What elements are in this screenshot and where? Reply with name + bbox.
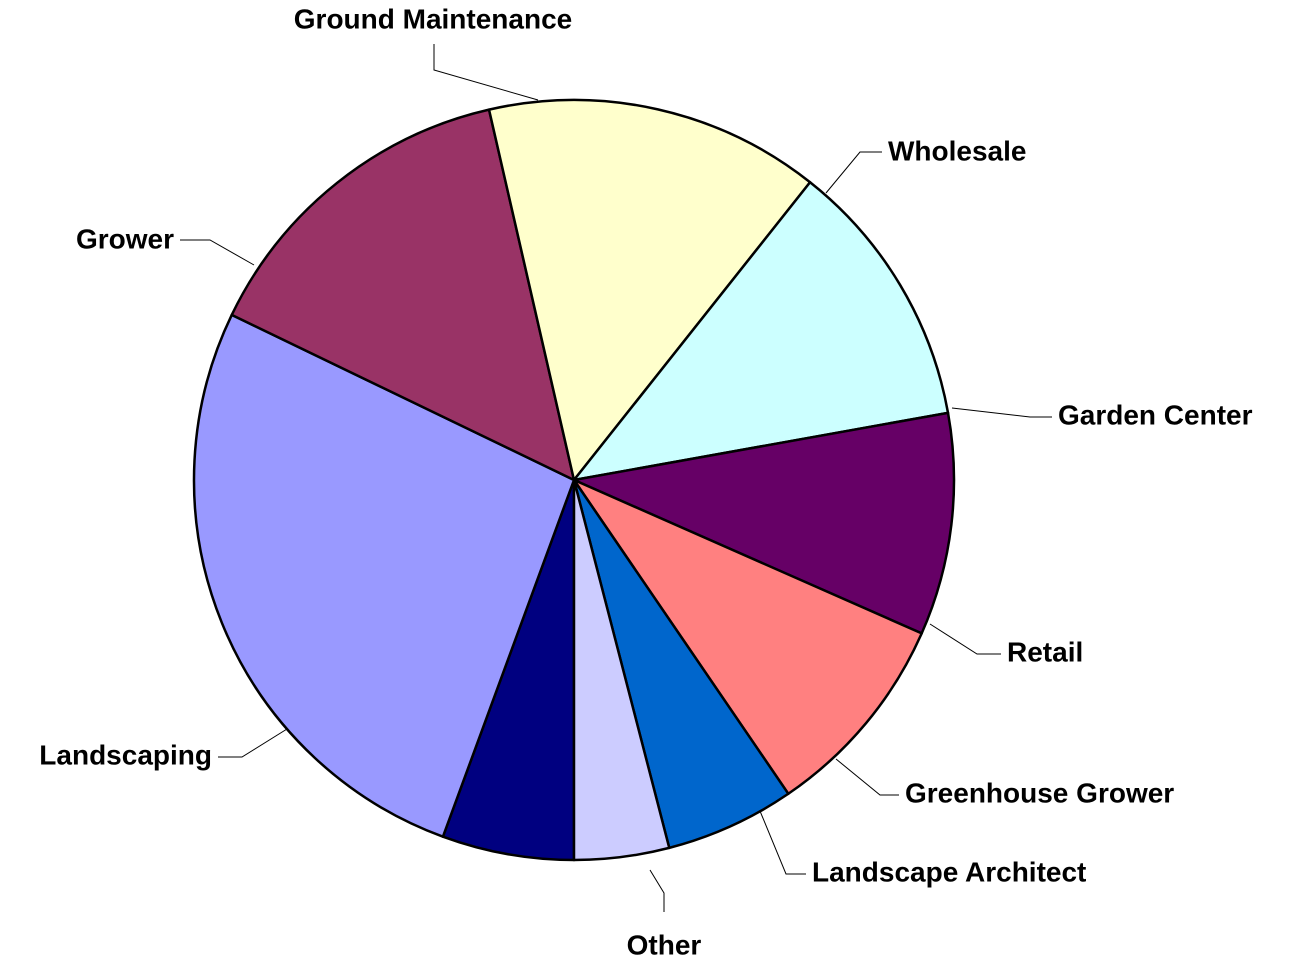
labels-layer: Other Landscaping Grower Ground Maintenance… [39, 3, 1252, 960]
leader-line-wholesale [825, 151, 882, 194]
pie-slice-other [441, 478, 576, 862]
leader-line-other [649, 869, 665, 912]
slice-label-ground-maintenance: Ground Maintenance [294, 3, 572, 34]
leader-lines-layer [180, 44, 1052, 912]
slice-label-landscape-architect: Landscape Architect [812, 856, 1086, 887]
slice-label-grower: Grower [76, 223, 174, 254]
pie-slice-grower [230, 108, 576, 482]
pie-slice-greenhouse-grower [572, 478, 790, 850]
leader-line-greenhouse-grower [835, 758, 899, 796]
leader-line-garden-center [951, 407, 1052, 418]
leader-line-landscape-architect [759, 810, 806, 875]
leader-line-grower [180, 239, 255, 266]
pie-slice-wholesale [572, 180, 950, 482]
pie-slice-landscaping [192, 313, 576, 838]
pie-slice-garden-center [572, 411, 956, 635]
pie-slice-landscape-architect [572, 478, 671, 862]
slice-label-garden-center: Garden Center [1058, 399, 1253, 430]
slice-label-other: Other [627, 929, 702, 960]
slice-label-greenhouse-grower: Greenhouse Grower [905, 777, 1174, 808]
slice-label-retail: Retail [1007, 636, 1083, 667]
slice-label-landscaping: Landscaping [39, 739, 212, 770]
slice-label-wholesale: Wholesale [888, 135, 1026, 166]
leader-line-ground-maintenance [433, 44, 539, 101]
leader-line-retail [929, 623, 1001, 655]
slices-layer [192, 98, 956, 862]
pie-slice-ground-maintenance [487, 98, 812, 482]
pie-slice-retail [572, 478, 923, 796]
leader-line-landscaping [218, 728, 288, 758]
